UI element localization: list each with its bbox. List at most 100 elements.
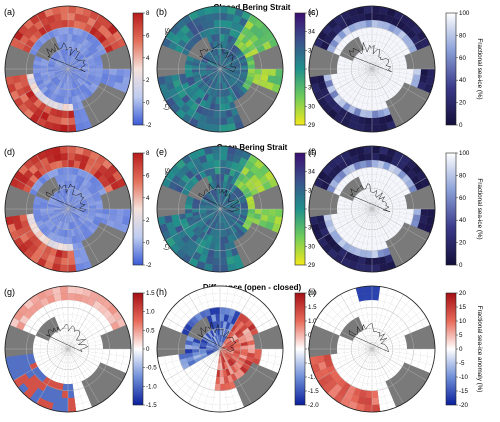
- grid-cell: [66, 335, 68, 343]
- grid-cell: [95, 349, 103, 354]
- grid-cell: [74, 347, 82, 349]
- grid-cell: [47, 200, 56, 206]
- grid-cell: [50, 365, 58, 374]
- grid-cell: [26, 73, 35, 80]
- grid-cell: [23, 159, 34, 170]
- grid-cell: [351, 99, 359, 108]
- colorbar-tick-label: 40: [459, 77, 466, 84]
- grid-cell: [106, 174, 117, 185]
- grid-cell: [238, 217, 246, 223]
- grid-cell: [96, 14, 107, 25]
- grid-cell: [242, 187, 251, 195]
- grid-cell: [365, 75, 370, 82]
- grid-cell: [220, 355, 222, 363]
- grid-cell: [385, 30, 393, 39]
- grid-cell: [337, 64, 345, 69]
- grid-cell: [195, 288, 206, 298]
- grid-cell: [207, 200, 215, 206]
- grid-cell: [68, 146, 77, 154]
- grid-cell: [388, 51, 397, 59]
- grid-cell: [391, 214, 400, 220]
- grid-cell: [220, 202, 222, 209]
- grid-cell: [374, 181, 380, 189]
- grid-cell: [51, 403, 61, 412]
- grid-cell: [54, 343, 62, 348]
- colorbar-tick-label: 2: [146, 77, 150, 84]
- grid-cell: [372, 63, 377, 69]
- grid-cell: [62, 195, 67, 203]
- grid-cell: [220, 195, 222, 203]
- grid-cell: [384, 223, 392, 232]
- grid-cell: [12, 75, 21, 84]
- grid-cell: [392, 201, 400, 207]
- grid-cell: [5, 356, 14, 366]
- grid-cell: [215, 376, 220, 384]
- grid-cell: [68, 62, 69, 69]
- grid-cell: [33, 310, 43, 320]
- grid-cell: [358, 65, 366, 69]
- grid-cell: [59, 264, 68, 272]
- grid-cell: [13, 377, 24, 388]
- grid-cell: [68, 124, 77, 132]
- grid-cell: [365, 349, 372, 350]
- grid-cell: [365, 349, 372, 352]
- grid-cell: [233, 350, 241, 355]
- grid-cell: [375, 74, 381, 82]
- grid-cell: [331, 78, 340, 86]
- grid-cell: [197, 81, 206, 89]
- grid-cell: [185, 310, 195, 320]
- grid-cell: [73, 368, 79, 377]
- grid-cell: [23, 108, 34, 119]
- grid-cell: [210, 236, 217, 244]
- grid-cell: [13, 30, 24, 41]
- grid-cell: [365, 160, 372, 168]
- grid-cell: [359, 160, 367, 169]
- grid-cell: [76, 358, 83, 366]
- grid-cell: [29, 34, 39, 44]
- grid-cell: [366, 349, 372, 354]
- grid-cell: [68, 153, 76, 161]
- grid-cell: [207, 62, 214, 67]
- grid-cell: [68, 69, 71, 76]
- grid-cell: [366, 103, 372, 111]
- grid-cell: [362, 34, 369, 42]
- grid-cell: [78, 21, 87, 31]
- grid-cell: [365, 250, 372, 258]
- grid-cell: [347, 219, 356, 227]
- grid-cell: [87, 44, 96, 52]
- grid-cell: [54, 315, 61, 324]
- grid-cell: [87, 198, 96, 204]
- grid-cell: [230, 365, 238, 374]
- grid-cell: [68, 27, 74, 35]
- grid-cell: [87, 338, 96, 344]
- grid-cell: [379, 80, 385, 88]
- grid-cell: [338, 216, 347, 223]
- grid-cell: [375, 56, 381, 64]
- grid-cell: [214, 344, 220, 349]
- grid-cell: [400, 154, 411, 165]
- grid-cell: [47, 352, 56, 358]
- grid-cell: [242, 327, 251, 335]
- grid-cell: [77, 54, 85, 61]
- grid-cell: [337, 204, 345, 209]
- grid-cell: [76, 78, 83, 86]
- grid-cell: [65, 328, 68, 336]
- grid-cell: [55, 351, 62, 356]
- grid-cell: [57, 321, 63, 330]
- grid-cell: [82, 361, 91, 369]
- grid-cell: [33, 170, 43, 180]
- grid-cell: [57, 228, 63, 237]
- grid-cell: [220, 96, 225, 105]
- grid-cell: [209, 368, 215, 377]
- grid-cell: [61, 209, 68, 210]
- grid-cell: [347, 23, 356, 33]
- grid-cell: [80, 294, 90, 304]
- grid-cell: [220, 67, 227, 69]
- grid-cell: [175, 169, 186, 180]
- grid-cell: [93, 76, 102, 83]
- grid-cell: [214, 355, 219, 363]
- grid-cell: [228, 43, 234, 51]
- map-boundary: [156, 285, 284, 413]
- grid-cell: [189, 83, 198, 91]
- grid-cell: [206, 175, 213, 184]
